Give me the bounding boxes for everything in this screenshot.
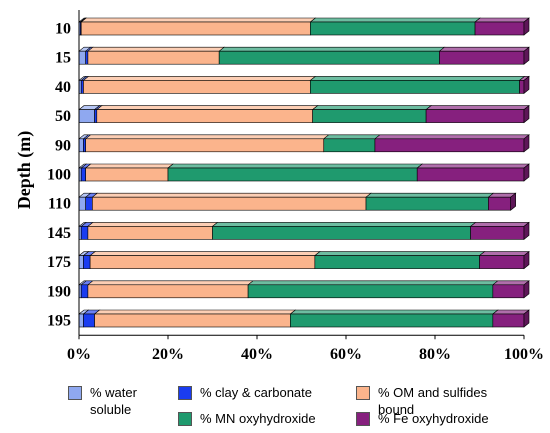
bar-segment <box>416 163 530 182</box>
bar-segment <box>87 222 219 240</box>
bar-segment <box>167 163 424 182</box>
x-tick-label: 20% <box>152 346 184 363</box>
bar-segment <box>469 221 530 241</box>
y-axis-label: Depth (m) <box>14 131 35 210</box>
bar-segment <box>311 105 432 123</box>
bar-segment <box>89 251 321 269</box>
bar-segment <box>247 280 499 299</box>
x-tick-label: 60% <box>330 346 362 363</box>
bar-segment <box>95 105 319 123</box>
bar-segment <box>374 134 530 153</box>
bar-segment <box>478 250 530 270</box>
x-tick-label: 0% <box>67 346 91 363</box>
y-tick-label: 50 <box>55 108 71 125</box>
y-tick-label: 40 <box>55 79 71 96</box>
bar-segment <box>84 134 330 153</box>
bar-segment <box>80 17 317 36</box>
bar-segment <box>365 192 495 211</box>
y-tick-label: 90 <box>55 137 71 154</box>
bar-segment <box>91 192 372 211</box>
bar-segment <box>487 192 517 211</box>
x-tick-label: 80% <box>419 346 451 363</box>
y-tick-label: 145 <box>47 225 71 242</box>
y-tick-label: 15 <box>55 50 71 67</box>
y-tick-label: 175 <box>47 254 71 271</box>
bar-segment <box>78 105 101 123</box>
bar-segment <box>313 251 486 269</box>
x-tick-label: 40% <box>241 346 273 363</box>
bar-segment <box>309 17 481 36</box>
bar-segment <box>93 309 297 328</box>
bar-segment <box>82 76 317 94</box>
y-tick-label: 195 <box>47 313 71 330</box>
bar-segment <box>474 17 530 36</box>
bar-segment <box>289 309 499 328</box>
y-tick-label: 10 <box>55 21 71 38</box>
bar-segment <box>309 76 526 94</box>
bar-segment <box>438 46 530 65</box>
bar-segment <box>87 280 254 299</box>
y-tick-label: 190 <box>47 283 71 300</box>
y-tick-label: 100 <box>47 167 71 184</box>
bar-segment <box>491 309 530 328</box>
bar-segment <box>322 134 381 153</box>
y-tick-label: 110 <box>48 196 71 213</box>
bar-segment <box>87 46 226 65</box>
bar-segment <box>84 163 174 182</box>
bar-segment <box>211 222 477 240</box>
bar-segment <box>491 280 530 299</box>
x-tick-label: 100% <box>504 346 544 363</box>
bar-segment <box>518 75 530 95</box>
bar-segment <box>218 46 446 65</box>
bar-segment <box>425 104 530 124</box>
